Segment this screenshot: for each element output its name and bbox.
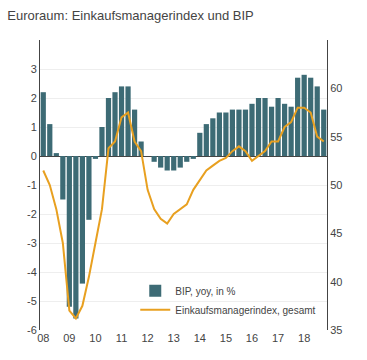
svg-text:40: 40 [330,276,342,288]
svg-text:16: 16 [246,332,258,344]
svg-text:35: 35 [330,324,342,336]
svg-text:BIP, yoy, in %: BIP, yoy, in % [175,286,235,297]
svg-text:-3: -3 [27,237,37,249]
svg-text:3: 3 [31,63,37,75]
svg-text:10: 10 [89,332,101,344]
svg-text:18: 18 [298,332,310,344]
svg-text:-1: -1 [27,179,37,191]
svg-text:-2: -2 [27,208,37,220]
svg-text:0: 0 [31,150,37,162]
svg-text:50: 50 [330,179,342,191]
svg-text:55: 55 [330,131,342,143]
svg-text:14: 14 [194,332,206,344]
svg-text:Euroraum: Einkaufsmanagerindex: Euroraum: Einkaufsmanagerindex und BIP [7,8,253,23]
svg-text:-4: -4 [27,266,37,278]
svg-text:2: 2 [31,92,37,104]
svg-text:-6: -6 [27,324,37,336]
svg-text:09: 09 [63,332,75,344]
svg-text:17: 17 [272,332,284,344]
svg-text:Einkaufsmanagerindex, gesamt: Einkaufsmanagerindex, gesamt [175,305,315,316]
svg-text:08: 08 [37,332,49,344]
svg-text:13: 13 [168,332,180,344]
svg-text:60: 60 [330,82,342,94]
svg-text:1: 1 [31,121,37,133]
svg-text:45: 45 [330,227,342,239]
svg-text:12: 12 [142,332,154,344]
svg-text:11: 11 [116,332,127,344]
svg-text:-5: -5 [27,295,37,307]
svg-text:15: 15 [220,332,232,344]
